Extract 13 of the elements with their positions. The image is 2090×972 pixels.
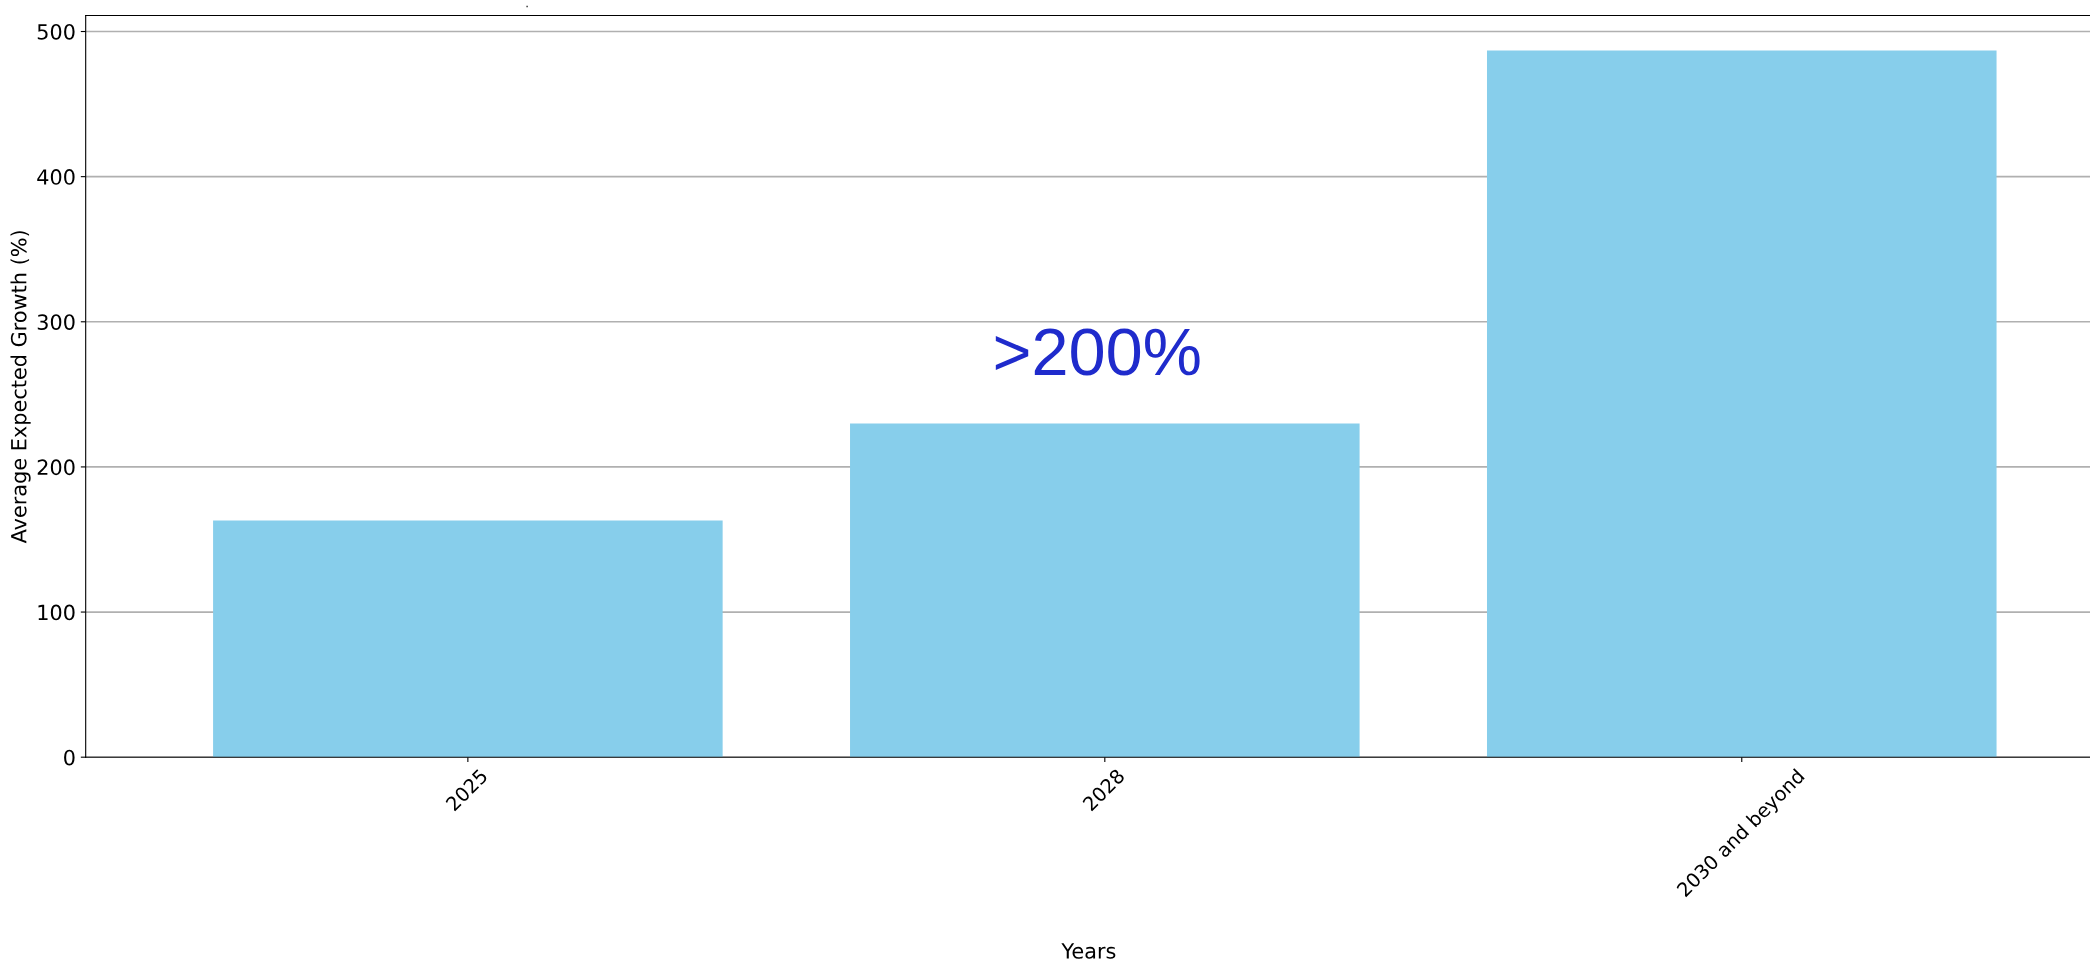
- y-tick-label: 300: [37, 314, 75, 330]
- y-tick-label: 500: [37, 23, 75, 40]
- bar: [1486, 50, 1997, 758]
- y-tick-label: 400: [37, 169, 75, 185]
- y-tick-label: 0: [64, 749, 75, 766]
- y-tick-label: 100: [38, 604, 75, 621]
- bar: [850, 423, 1360, 758]
- chart-title: .: [526, 5, 528, 8]
- x-axis-title: Years: [1061, 943, 1116, 959]
- bar: [213, 520, 723, 758]
- y-axis-title: Average Expected Growth (%): [10, 231, 31, 544]
- annotation: >200%: [995, 328, 1200, 376]
- y-tick-label: 200: [37, 459, 75, 476]
